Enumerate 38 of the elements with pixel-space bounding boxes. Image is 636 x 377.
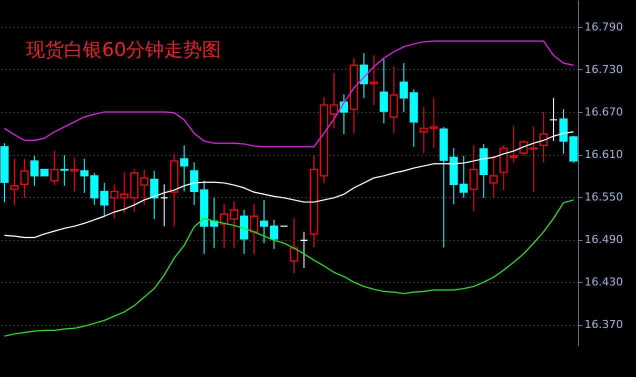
candlestick (290, 218, 298, 274)
y-tick-label: 16.610 (584, 148, 623, 162)
candlestick (60, 154, 68, 186)
candlestick (380, 58, 388, 124)
candlestick (210, 197, 218, 249)
candlestick (240, 209, 248, 254)
y-tick-label: 16.670 (584, 106, 623, 119)
y-tick-label: 16.490 (584, 233, 623, 246)
candlestick (300, 231, 308, 269)
candlestick (510, 126, 518, 163)
candlestick (490, 155, 498, 198)
candlestick (529, 126, 538, 192)
candlestick (360, 52, 368, 98)
candlestick (470, 144, 478, 212)
candlestick (50, 150, 58, 186)
y-tick-label: 16.550 (584, 190, 623, 204)
y-tick-label: 16.430 (584, 276, 623, 289)
line-series (4, 40, 574, 148)
candlestick (70, 158, 78, 192)
y-tick-label: 16.730 (584, 62, 623, 76)
candlestick (10, 158, 19, 206)
candlestick (180, 144, 188, 192)
candlestick (270, 219, 278, 250)
candlestick (260, 199, 268, 244)
candlestick (20, 158, 29, 198)
text: 现货白银60分钟走势图 (26, 38, 222, 63)
candlestick (390, 66, 398, 134)
candlestick (30, 155, 39, 186)
y-tick-label: 16.790 (584, 20, 623, 34)
candlestick (160, 184, 168, 227)
candlestick (250, 204, 258, 254)
candlestick (559, 108, 568, 154)
candlestick (230, 200, 238, 249)
candlestick (370, 54, 378, 106)
line-series (4, 199, 574, 337)
y-tick-label: 16.370 (584, 318, 623, 332)
candlestick (150, 170, 158, 220)
candlestick (330, 72, 338, 129)
